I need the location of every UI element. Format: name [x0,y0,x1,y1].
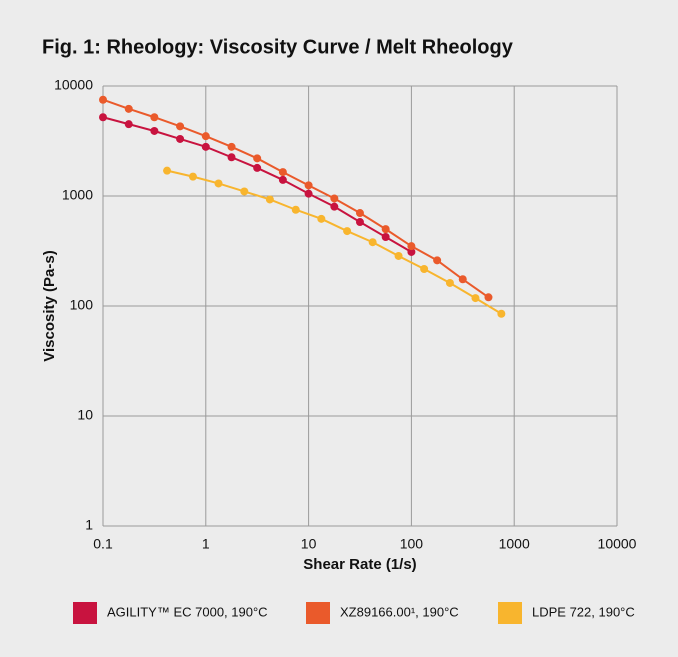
data-point [253,154,262,163]
data-point [150,113,159,122]
y-tick-label: 10000 [54,77,93,93]
data-point [445,278,454,287]
legend-swatch [73,602,97,624]
data-point [317,214,326,223]
series-line [166,169,502,315]
x-tick-label: 10 [301,536,317,552]
data-point [343,227,352,236]
data-point [278,168,287,177]
data-point [176,122,185,131]
data-point [368,238,377,247]
data-point [381,225,390,234]
x-tick-label: 100 [400,536,424,552]
data-point [433,256,442,265]
x-tick-label: 1 [202,536,210,552]
legend-swatch [498,602,522,624]
data-point [420,264,429,273]
legend-label: LDPE 722, 190°C [532,604,635,619]
data-point [407,242,416,251]
data-point [201,142,210,151]
data-point [291,205,300,214]
data-point [381,232,390,241]
y-tick-label: 1 [85,517,93,533]
data-point [458,275,467,284]
data-point [278,175,287,184]
data-point [227,142,236,151]
data-point [330,202,339,211]
data-point [497,309,506,318]
data-point [201,132,210,141]
data-point [355,209,364,218]
data-point [304,181,313,190]
y-tick-label: 10 [77,407,93,423]
data-point [99,113,107,122]
data-point [176,134,185,143]
x-axis-label: Shear Rate (1/s) [303,556,416,573]
y-tick-label: 1000 [62,187,93,203]
data-point [355,218,364,227]
legend-label: AGILITY™ EC 7000, 190°C [107,604,268,619]
legend-label: XZ89166.00¹, 190°C [340,604,459,619]
y-axis-label: Viscosity (Pa-s) [41,250,58,361]
y-tick-label: 100 [70,297,94,313]
data-point [253,163,262,172]
data-point [394,251,403,260]
x-tick-label: 0.1 [93,536,113,552]
data-point [407,247,416,256]
data-point [150,126,159,135]
data-point [265,195,274,204]
data-point [124,120,133,129]
data-point [471,294,480,303]
data-point [99,95,107,104]
data-point [330,194,339,203]
legend-swatch [306,602,330,624]
data-point [214,179,223,188]
x-tick-label: 1000 [499,536,530,552]
data-point [124,104,133,113]
series-line [102,98,490,299]
data-point [240,187,249,196]
data-point [304,189,313,198]
chart-title: Fig. 1: Rheology: Viscosity Curve / Melt… [42,36,514,58]
data-point [163,166,172,175]
data-point [227,153,236,162]
x-tick-label: 10000 [598,536,637,552]
data-point [188,172,197,181]
data-point [484,293,493,302]
